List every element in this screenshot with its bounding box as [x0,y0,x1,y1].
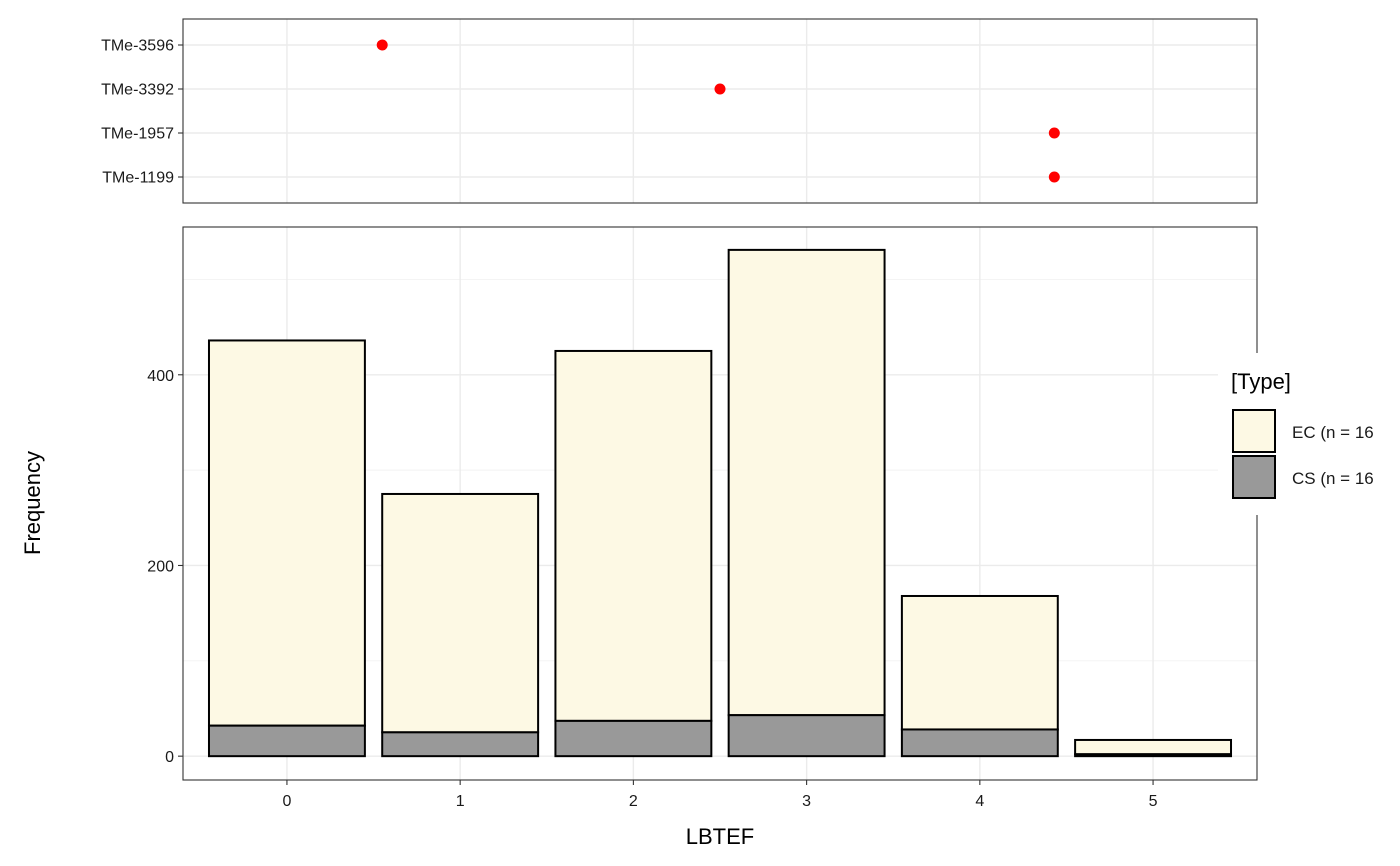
bar-ec [727,248,886,717]
y-tick-label: TMe-3596 [101,38,174,55]
top-panel-grid [183,19,1257,203]
y-tick-label: TMe-3392 [101,82,174,99]
y-tick-label: TMe-1199 [102,170,174,187]
legend: [Type] EC (n = 16 CS (n = 16 [1218,353,1400,515]
data-point [376,39,388,51]
bar-ec [381,492,540,734]
y-tick-label: 0 [165,749,174,766]
bar-ec [900,594,1059,731]
bottom-panel: 0 200 400 0 1 2 3 4 5 [147,226,1258,810]
top-panel-points [376,39,1060,183]
top-panel-y-axis: TMe-3596 TMe-3392 TMe-1957 TMe-1199 [101,38,183,187]
bar-cs [554,719,713,758]
bottom-panel-y-axis: 0 200 400 [147,368,183,766]
x-tick-label: 2 [629,793,638,810]
x-tick-label: 0 [282,793,291,810]
bar-ec [1074,738,1233,756]
x-tick-label: 5 [1149,793,1158,810]
y-axis-title: Frequency [20,451,45,555]
data-point [1048,127,1060,139]
top-panel: TMe-3596 TMe-3392 TMe-1957 TMe-1199 [101,18,1258,204]
bar-ec [207,339,366,727]
x-axis-title: LBTEF [686,824,754,849]
legend-key [1232,455,1276,499]
data-point [714,83,726,95]
y-tick-label: TMe-1957 [101,126,174,143]
bottom-panel-bars [207,248,1233,758]
x-tick-label: 4 [975,793,984,810]
bottom-panel-x-axis: 0 1 2 3 4 5 [282,780,1158,810]
top-panel-border [182,18,1258,204]
x-tick-label: 3 [802,793,811,810]
bar-cs [900,728,1059,758]
legend-title: [Type] [1231,369,1291,394]
legend-items: EC (n = 16 CS (n = 16 [1232,409,1374,499]
top-panel-background [183,19,1257,203]
legend-key [1232,409,1276,453]
y-tick-label: 400 [147,368,174,385]
legend-label: EC (n = 16 [1292,423,1374,442]
legend-label: CS (n = 16 [1292,469,1374,488]
bar-cs [381,731,540,758]
y-tick-label: 200 [147,558,174,575]
bar-cs [727,714,886,758]
bar-cs [207,724,366,758]
bar-ec [554,349,713,722]
bar-cs [1074,753,1233,758]
x-tick-label: 1 [456,793,465,810]
data-point [1048,171,1060,183]
